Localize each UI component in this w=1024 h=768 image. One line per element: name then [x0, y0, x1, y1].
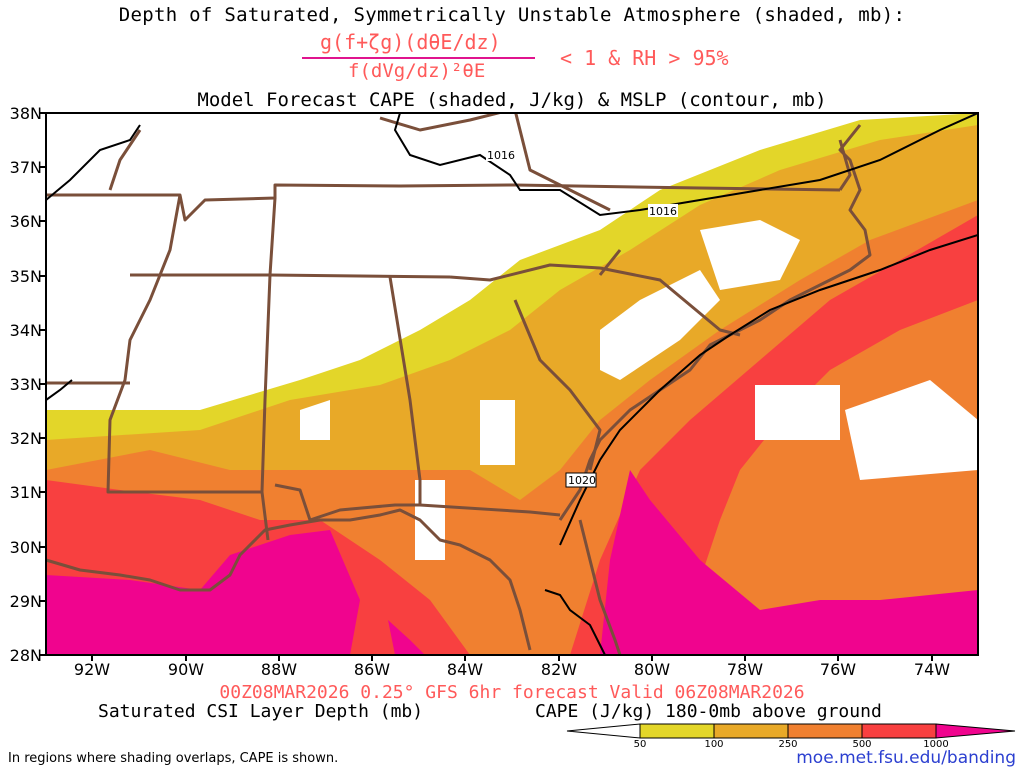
- model-run-info: 00Z08MAR2026 0.25° GFS 6hr forecast Vali…: [219, 682, 805, 703]
- cape-shading: [46, 113, 978, 655]
- lon-tick-76w: 76W: [819, 660, 857, 679]
- isobar-label-1016-a: 1016: [487, 149, 515, 162]
- formula-numerator: g(f+ζg)(dθE/dz): [320, 30, 501, 54]
- lat-tick-36n: 36N: [9, 212, 42, 231]
- colorbar-label-50: 50: [633, 739, 647, 750]
- lon-tick-92w: 92W: [73, 660, 111, 679]
- formula-denominator: f(dVg/dz)²θE: [348, 60, 486, 82]
- cape-legend-title: CAPE (J/kg) 180-0mb above ground: [535, 701, 882, 722]
- colorbar-label-1000: 1000: [923, 739, 949, 750]
- colorbar-label-500: 500: [852, 739, 872, 750]
- lat-tick-32n: 32N: [9, 429, 42, 448]
- isobar-label-1016-b: 1016: [649, 205, 677, 218]
- isobar-label-1020: 1020: [568, 474, 596, 487]
- lon-tick-90w: 90W: [167, 660, 205, 679]
- cape-colorbar: [566, 723, 1016, 739]
- state-boundaries: [46, 113, 852, 541]
- lon-tick-80w: 80W: [633, 660, 671, 679]
- lat-tick-31n: 31N: [9, 483, 42, 502]
- lon-tick-86w: 86W: [353, 660, 391, 679]
- lon-tick-74w: 74W: [913, 660, 951, 679]
- formula-fraction-bar: [302, 57, 535, 59]
- lat-tick-38n: 38N: [9, 104, 42, 123]
- overlap-footnote: In regions where shading overlaps, CAPE …: [8, 751, 339, 766]
- lon-tick-82w: 82W: [540, 660, 578, 679]
- colorbar-label-100: 100: [704, 739, 724, 750]
- lat-tick-30n: 30N: [9, 538, 42, 557]
- isobar-labels: 1016 1016 1020: [486, 148, 678, 488]
- lat-tick-29n: 29N: [9, 592, 42, 611]
- lat-tick-28n: 28N: [9, 646, 42, 665]
- title-line-1: Depth of Saturated, Symmetrically Unstab…: [118, 4, 906, 26]
- lon-tick-84w: 84W: [446, 660, 484, 679]
- axis-ticks: [40, 112, 933, 661]
- lat-tick-37n: 37N: [9, 158, 42, 177]
- formula-condition: < 1 & RH > 95%: [560, 46, 729, 70]
- lon-tick-78w: 78W: [726, 660, 764, 679]
- coastline: [46, 124, 872, 655]
- lon-tick-88w: 88W: [260, 660, 298, 679]
- mslp-isobars: [46, 113, 978, 655]
- lat-tick-34n: 34N: [9, 321, 42, 340]
- title-line-3: Model Forecast CAPE (shaded, J/kg) & MSL…: [197, 89, 827, 111]
- source-credit-link[interactable]: moe.met.fsu.edu/banding: [796, 748, 1016, 768]
- colorbar-label-250: 250: [778, 739, 798, 750]
- lat-tick-33n: 33N: [9, 375, 42, 394]
- csi-legend-title: Saturated CSI Layer Depth (mb): [98, 701, 424, 722]
- lat-tick-35n: 35N: [9, 267, 42, 286]
